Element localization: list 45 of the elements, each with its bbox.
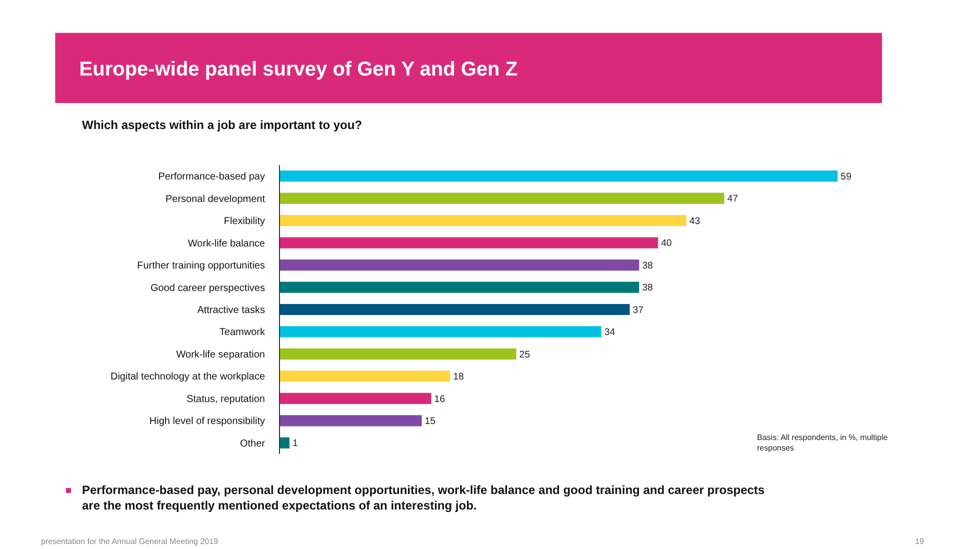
text: presentation for the Annual General Meeting 2019 — [41, 537, 219, 546]
bar — [280, 437, 290, 448]
data-label: 43 — [689, 216, 700, 227]
bar — [280, 259, 640, 271]
data-label: 1 — [292, 438, 298, 450]
bar — [280, 348, 516, 360]
bar — [280, 415, 422, 426]
bar — [280, 215, 686, 226]
bar — [280, 282, 640, 293]
data-label: 37 — [632, 304, 644, 316]
y-tick-label: Performance-based pay — [158, 172, 265, 183]
y-tick-label: Work-life balance — [188, 238, 266, 250]
bar — [280, 392, 432, 404]
y-tick-label: Further training opportunities — [137, 260, 265, 272]
data-label: 25 — [519, 349, 530, 360]
y-tick-label: Other — [240, 438, 266, 450]
data-label: 38 — [642, 282, 653, 294]
data-label: 59 — [840, 171, 852, 182]
chart-title: Europe-wide panel survey of Gen Y and Gen Z — [79, 58, 518, 81]
y-tick-label: Teamwork — [219, 327, 266, 338]
bar — [280, 192, 724, 204]
bar — [280, 370, 450, 382]
y-tick-label: Good career perspectives — [150, 282, 265, 294]
y-tick-label: Personal development — [165, 194, 266, 205]
y-tick-label: High level of responsibility — [149, 416, 265, 428]
data-label: 47 — [727, 194, 738, 205]
bar — [280, 170, 838, 182]
chart-subtitle: Which aspects within a job are important to you? — [82, 118, 362, 132]
y-tick-label: Work-life separation — [176, 349, 265, 360]
text: 19 — [915, 537, 924, 546]
y-tick-label: Flexibility — [224, 216, 265, 228]
data-label: 15 — [424, 416, 436, 427]
data-label: 38 — [642, 260, 653, 272]
y-tick-label: Attractive tasks — [197, 305, 265, 316]
data-label: 34 — [604, 327, 616, 338]
annotation: Basis: All respondents, in %, multiple responses — [757, 433, 888, 452]
y-tick-label: Digital technology at the workplace — [110, 372, 266, 383]
data-label: 40 — [661, 238, 672, 250]
bar — [280, 304, 630, 316]
data-label: 16 — [434, 394, 445, 405]
bar — [280, 326, 602, 338]
bar — [280, 237, 658, 248]
data-label: 18 — [453, 372, 464, 383]
text: Performance-based pay, personal development opportunities, work-life balance and good training and career prospects are the most frequently mentioned expectations of an interesting job. — [82, 483, 765, 513]
y-tick-label: Status, reputation — [186, 394, 265, 405]
